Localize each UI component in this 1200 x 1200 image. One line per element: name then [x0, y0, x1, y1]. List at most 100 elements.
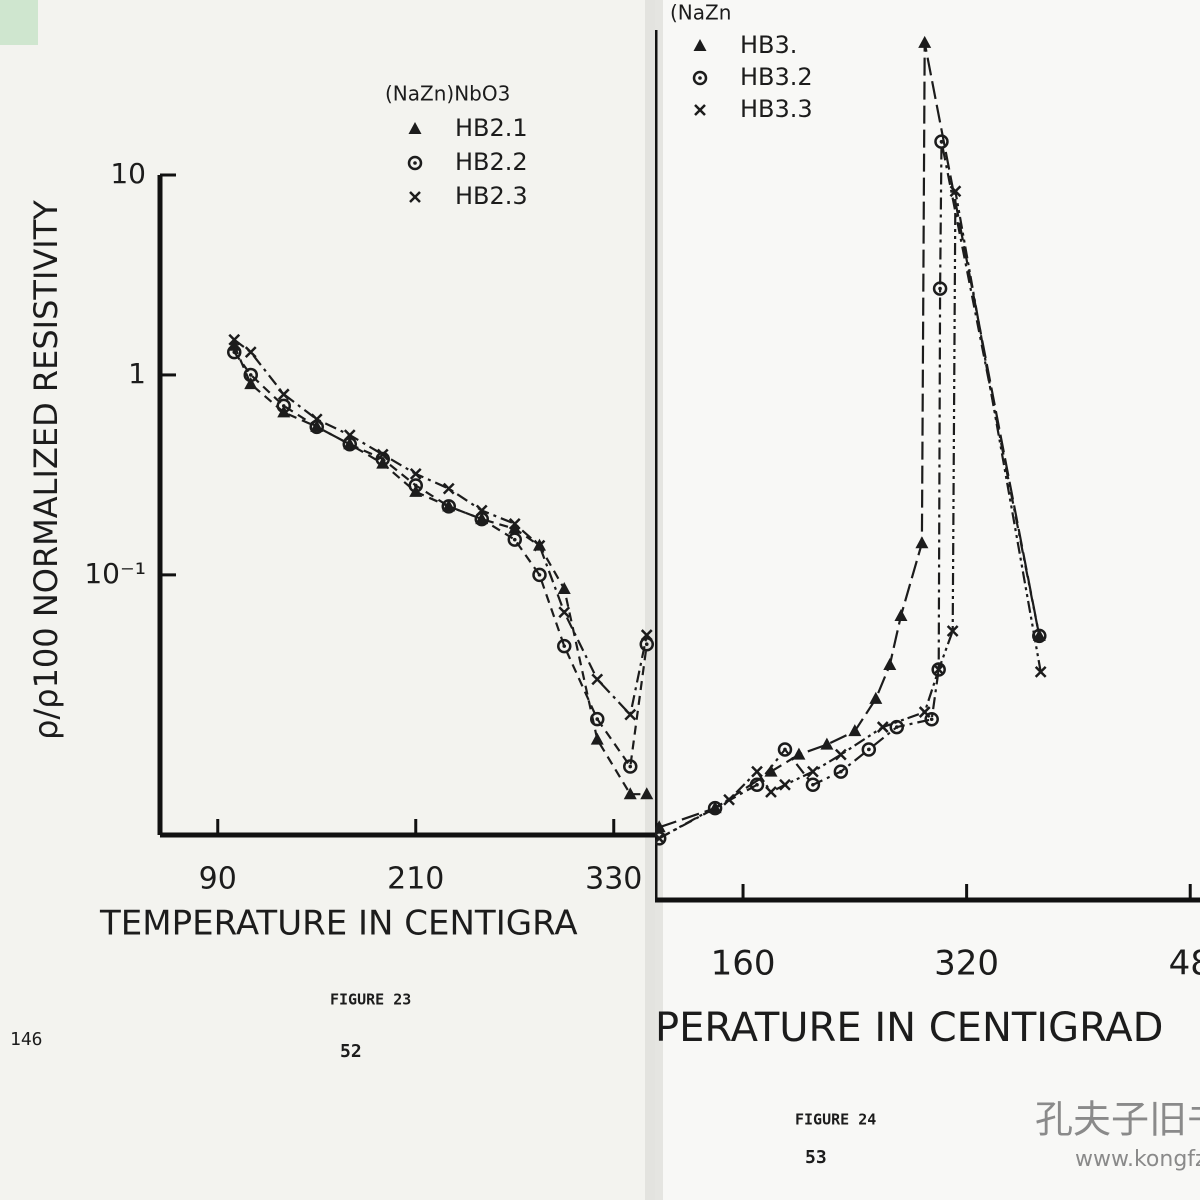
x-tick-label: 320: [934, 944, 999, 984]
marker: [244, 346, 257, 359]
marker-triangle: [408, 122, 422, 134]
left-page: [0, 0, 655, 1200]
marker: [861, 742, 877, 757]
marker-circle: [861, 742, 877, 757]
marker-x: [807, 765, 819, 778]
marker-dot: [867, 747, 871, 752]
marker: [441, 499, 456, 514]
marker: [590, 732, 604, 745]
marker: [949, 185, 962, 198]
marker: [408, 122, 422, 134]
marker: [243, 367, 258, 383]
marker: [655, 820, 666, 833]
marker-x: [949, 185, 962, 198]
marker-dot: [479, 517, 484, 521]
marker-x: [779, 778, 791, 791]
x-tick-label: 90: [199, 862, 237, 897]
marker-circle: [590, 711, 605, 727]
marker: [407, 155, 423, 171]
marker: [640, 787, 654, 800]
marker: [557, 638, 572, 654]
marker-dot: [939, 139, 944, 144]
series-line: [233, 338, 648, 717]
marker-triangle: [640, 787, 654, 800]
marker-dot: [537, 573, 542, 577]
marker-dot: [314, 425, 319, 429]
legend-label: HB3.: [740, 31, 797, 59]
marker-triangle: [915, 536, 929, 549]
marker: [228, 333, 241, 346]
marker: [805, 777, 821, 793]
marker-triangle: [820, 737, 834, 750]
marker: [692, 70, 708, 86]
marker: [894, 608, 908, 621]
marker-triangle: [244, 377, 258, 390]
marker-triangle: [623, 787, 637, 800]
marker: [820, 737, 834, 750]
page-number: 52: [340, 1041, 362, 1062]
legend-label: HB2.1: [455, 114, 528, 142]
right-page: [655, 0, 1200, 1200]
marker-circle: [749, 777, 765, 793]
marker-x: [694, 104, 706, 116]
marker-circle: [924, 712, 939, 727]
marker: [623, 759, 638, 774]
legend-label: HB3.3: [740, 95, 813, 123]
marker-x: [834, 748, 847, 761]
marker: [508, 521, 522, 534]
marker: [779, 778, 791, 791]
marker-dot: [248, 373, 253, 377]
marker-dot: [446, 504, 451, 509]
marker: [244, 377, 258, 390]
marker-x: [624, 708, 637, 721]
marker-dot: [562, 644, 567, 648]
marker-circle: [407, 155, 423, 171]
marker: [693, 39, 707, 51]
marker-circle: [932, 281, 948, 296]
marker: [918, 35, 932, 48]
marker-x: [310, 413, 323, 426]
marker-x: [932, 663, 945, 676]
marker-x: [558, 606, 571, 619]
marker-x: [918, 706, 931, 718]
marker-dot: [628, 764, 633, 769]
marker-x: [1034, 665, 1047, 678]
marker-circle: [474, 511, 489, 527]
marker: [834, 748, 847, 761]
marker-circle: [557, 638, 572, 654]
marker: [777, 742, 793, 757]
marker-triangle: [376, 456, 390, 469]
marker-dot: [755, 782, 759, 787]
marker-triangle: [590, 732, 604, 745]
marker-circle: [408, 478, 423, 493]
marker: [848, 724, 862, 737]
marker-triangle: [894, 608, 908, 621]
figure-24: 160 320 48PERATURE IN CENTIGRAD HB3. HB3.2 HB…: [655, 1, 1200, 1168]
marker: [924, 712, 939, 727]
marker-dot: [698, 76, 702, 80]
marker: [590, 711, 605, 727]
marker-x: [723, 793, 735, 806]
marker: [694, 104, 706, 116]
marker-triangle: [792, 747, 806, 760]
marker: [557, 581, 571, 594]
marker: [932, 663, 945, 676]
marker: [508, 517, 521, 530]
marker-triangle: [764, 764, 778, 777]
page-number: 53: [805, 1147, 827, 1168]
y-tick-label: 10⁻¹: [84, 557, 146, 590]
marker-circle: [639, 636, 654, 652]
marker: [932, 281, 948, 296]
marker-x: [876, 721, 889, 733]
x-axis-label: TEMPERATURE IN CENTIGRA: [99, 904, 578, 944]
marker-dot: [413, 483, 418, 488]
marker-circle: [805, 777, 821, 793]
marker-dot: [839, 769, 843, 774]
marker: [591, 673, 604, 686]
marker-triangle: [655, 820, 666, 833]
x-axis-label: PERATURE IN CENTIGRAD: [655, 1005, 1163, 1051]
marker: [227, 344, 242, 360]
marker: [764, 764, 778, 777]
figure-caption: FIGURE 23: [330, 991, 411, 1009]
